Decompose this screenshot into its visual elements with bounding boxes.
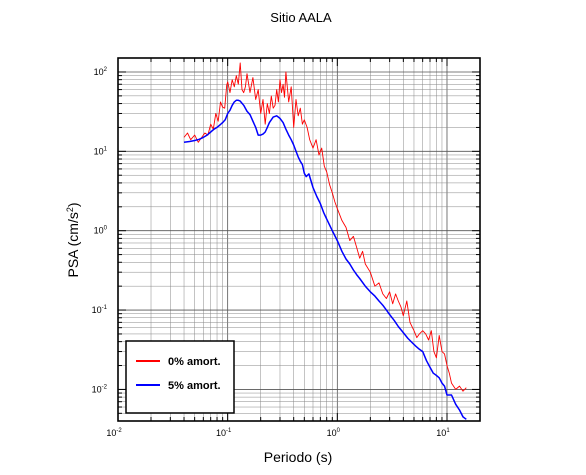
series-line-0-amort [183, 62, 467, 392]
y-tick-label: 10-1 [92, 305, 108, 315]
legend: 0% amort. 5% amort. [125, 340, 235, 414]
x-axis-title: Periodo (s) [264, 449, 332, 465]
y-axis-title: PSA (cm/s2) [65, 202, 81, 277]
y-axis-title-sup: 2 [65, 207, 75, 212]
y-tick-label: 102 [94, 67, 108, 77]
y-tick-label: 10-2 [92, 384, 108, 394]
y-tick-label: 101 [94, 146, 108, 156]
x-tick-label: 10-2 [106, 428, 122, 438]
y-axis-title-close: ) [65, 202, 81, 207]
x-tick-label: 101 [436, 428, 450, 438]
y-tick-labels: 10-2 10-1 100 101 102 [92, 67, 108, 394]
series-line-5-amort [183, 99, 467, 420]
legend-label-5-amort: 5% amort. [168, 380, 221, 392]
legend-box [125, 340, 235, 414]
y-axis-title-main: PSA (cm/s [65, 212, 81, 277]
series-lines [183, 62, 467, 420]
y-tick-label: 100 [94, 226, 108, 236]
x-tick-labels: 10-2 10-1 100 101 [106, 428, 450, 438]
x-tick-label: 10-1 [216, 428, 232, 438]
chart-title: Sitio AALA [270, 10, 332, 25]
legend-label-0-amort: 0% amort. [168, 356, 221, 368]
plot-frame [117, 57, 481, 422]
x-tick-label: 100 [327, 428, 341, 438]
